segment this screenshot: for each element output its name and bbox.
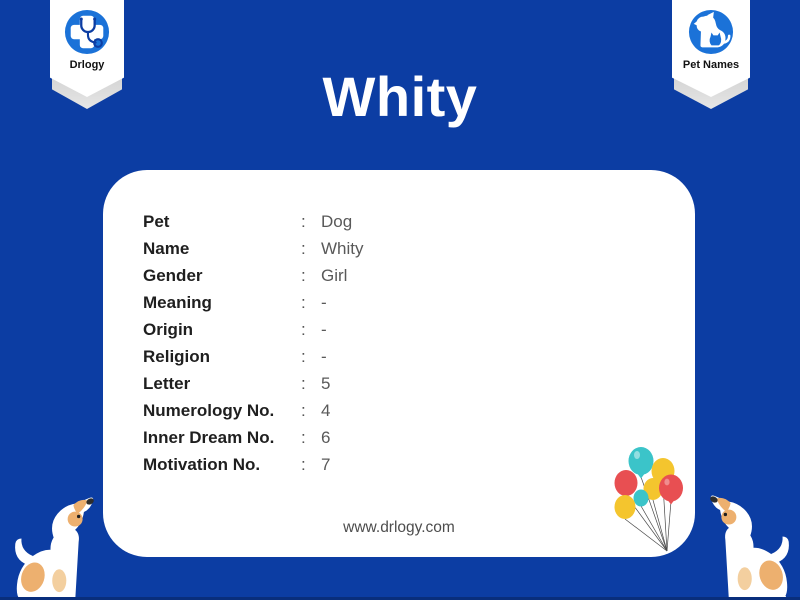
detail-value: Girl [321,265,348,285]
detail-label: Inner Dream No. [143,427,275,447]
colon-separator: : [301,319,306,339]
detail-row: Pet : Dog [143,208,665,235]
detail-label: Motivation No. [143,454,261,474]
drlogy-badge: Drlogy [50,0,124,112]
colon-separator: : [301,427,306,447]
detail-label: Meaning [143,292,212,312]
colon-separator: : [301,211,306,231]
colon-separator: : [301,265,306,285]
detail-label: Religion [143,346,211,366]
detail-row: Origin : - [143,316,665,343]
dog-illustration-right [710,495,789,600]
detail-value: 4 [321,400,331,420]
ribbon-banner: Drlogy [50,0,124,97]
detail-row: Letter : 5 [143,370,665,397]
detail-value: 7 [321,454,331,474]
colon-separator: : [301,238,306,258]
colon-separator: : [301,400,306,420]
detail-row: Meaning : - [143,289,665,316]
detail-label: Origin [143,319,194,339]
colon-separator: : [301,346,306,366]
ribbon-banner: Pet Names [672,0,750,97]
colon-separator: : [301,292,306,312]
pet-names-badge: Pet Names [672,0,750,112]
detail-value: Whity [321,238,364,258]
detail-label: Pet [143,211,170,231]
detail-row: Numerology No. : 4 [143,397,665,424]
balloons-illustration [614,447,683,552]
detail-value: 5 [321,373,331,393]
dog-and-cat-icon [688,9,734,55]
detail-row: Gender : Girl [143,262,665,289]
medical-cross-stethoscope-icon [64,9,110,55]
pet-details-list: Pet : Dog Name : Whity Gender : Girl Mea… [143,208,665,478]
bottom-border [0,597,800,600]
detail-row: Motivation No. : 7 [143,451,665,478]
colon-separator: : [301,373,306,393]
detail-row: Name : Whity [143,235,665,262]
pet-name-title: Whity [322,65,478,128]
pet-names-badge-label: Pet Names [682,59,740,71]
detail-label: Numerology No. [143,400,275,420]
detail-row: Religion : - [143,343,665,370]
detail-value: - [321,292,327,312]
pet-details-card: Pet : Dog Name : Whity Gender : Girl Mea… [103,170,695,557]
detail-value: Dog [321,211,353,231]
dog-illustration-left [15,497,94,600]
detail-label: Letter [143,373,191,393]
detail-value: 6 [321,427,331,447]
detail-row: Inner Dream No. : 6 [143,424,665,451]
detail-value: - [321,319,327,339]
detail-label: Gender [143,265,203,285]
detail-label: Name [143,238,190,258]
detail-value: - [321,346,327,366]
drlogy-badge-label: Drlogy [69,59,105,71]
colon-separator: : [301,454,306,474]
website-url: www.drlogy.com [343,519,455,536]
